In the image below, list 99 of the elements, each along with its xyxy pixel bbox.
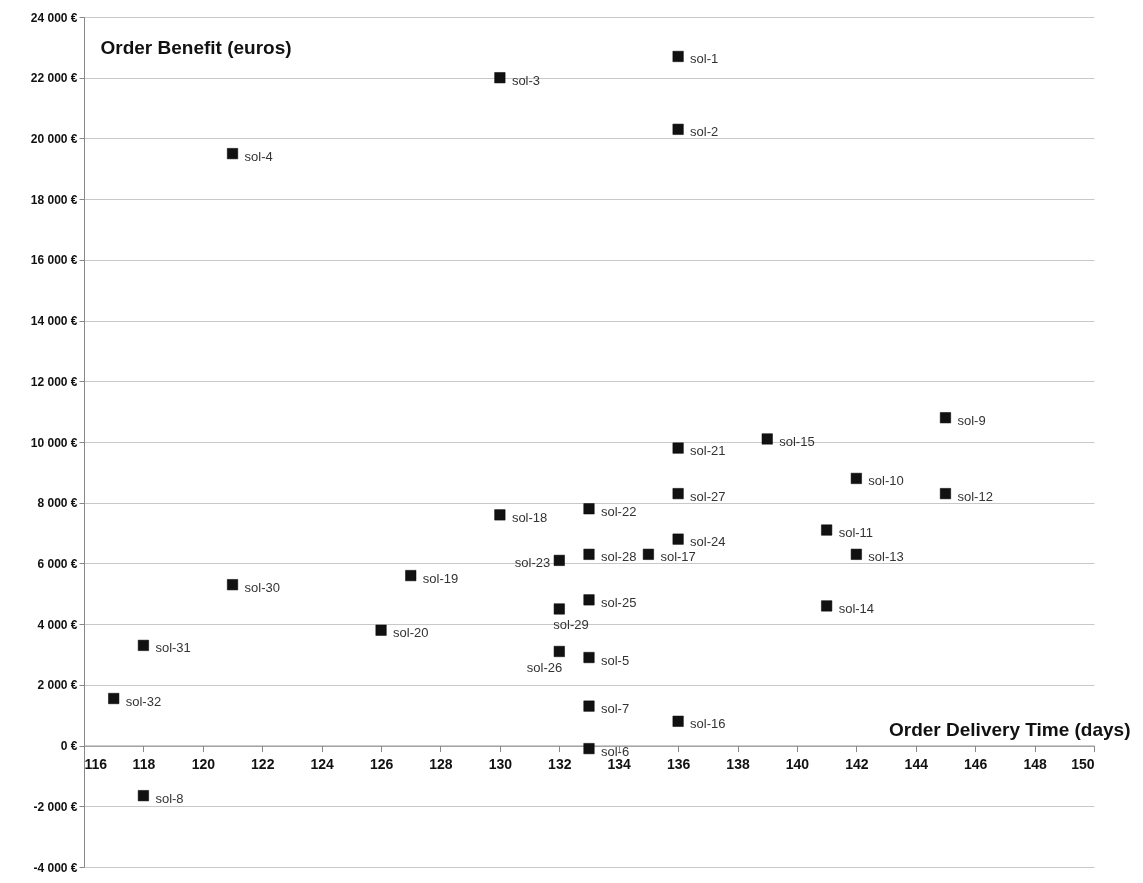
annotation: sol-27 xyxy=(690,488,726,504)
annotation: sol-12 xyxy=(957,488,993,504)
point xyxy=(672,715,684,727)
x-tick-label: 130 xyxy=(488,756,513,773)
x-tick-label: 134 xyxy=(607,756,632,773)
x-tick-label: 140 xyxy=(785,756,810,773)
annotation: sol-20 xyxy=(393,625,429,641)
annotation: sol-18 xyxy=(511,509,548,525)
annotation: sol-30 xyxy=(244,579,280,595)
y-tick-label: 16 000 € xyxy=(30,253,78,268)
annotation: sol-22 xyxy=(601,503,637,519)
x-tick-label: 136 xyxy=(666,756,691,773)
annotation: sol-23 xyxy=(514,555,551,571)
annotation: sol-29 xyxy=(553,616,589,632)
x-tick-label: 150 xyxy=(1071,756,1095,773)
annotation: sol-6 xyxy=(601,743,630,759)
x-tick-label: 124 xyxy=(310,756,335,773)
point xyxy=(672,488,684,500)
y-tick-label: 2 000 € xyxy=(37,678,78,693)
point xyxy=(553,645,565,657)
annotation: sol-26 xyxy=(526,660,563,676)
annotation: sol-28 xyxy=(601,549,637,565)
annotation: sol-25 xyxy=(601,594,637,610)
annotation: sol-24 xyxy=(690,534,726,550)
point xyxy=(642,548,654,560)
point xyxy=(137,790,149,802)
point xyxy=(583,594,595,606)
x-tick-label: 138 xyxy=(726,756,750,773)
annotation: sol-31 xyxy=(155,640,191,656)
x-tick-label: 148 xyxy=(1023,756,1047,773)
point xyxy=(108,693,120,705)
point xyxy=(672,442,684,454)
x-tick-label: 118 xyxy=(132,756,156,773)
annotation: sol-1 xyxy=(690,51,719,67)
annotation: sol-14 xyxy=(838,600,875,616)
point xyxy=(227,579,239,591)
point xyxy=(494,72,506,84)
point xyxy=(583,743,595,755)
point xyxy=(672,50,684,62)
y-tick-label: 18 000 € xyxy=(30,192,78,207)
x-tick-label: 142 xyxy=(845,756,869,773)
y-tick-label: 6 000 € xyxy=(37,556,78,571)
point xyxy=(494,509,506,521)
point xyxy=(583,503,595,515)
point xyxy=(761,433,773,445)
x-axis-title: Order Delivery Time (days) xyxy=(889,719,1131,741)
point xyxy=(850,548,862,560)
x-tick-label: 120 xyxy=(191,756,216,773)
annotation: sol-9 xyxy=(957,412,986,428)
y-tick-label: 12 000 € xyxy=(30,374,78,389)
point xyxy=(672,123,684,135)
x-tick-label: 146 xyxy=(964,756,988,773)
point xyxy=(137,639,149,651)
annotation: sol-32 xyxy=(125,693,162,709)
annotation: sol-4 xyxy=(244,148,273,164)
point xyxy=(821,600,833,612)
x-tick-label: 126 xyxy=(369,756,394,773)
annotation: sol-11 xyxy=(838,525,874,541)
annotation: sol-3 xyxy=(511,72,541,88)
point xyxy=(850,472,862,484)
point xyxy=(583,700,595,712)
annotation: sol-21 xyxy=(690,443,726,459)
point xyxy=(821,524,833,536)
annotation: sol-10 xyxy=(868,473,904,489)
annotation: sol-7 xyxy=(601,701,630,717)
annotation: sol-8 xyxy=(155,790,184,806)
point xyxy=(553,554,565,566)
annotation: sol-2 xyxy=(690,124,719,140)
annotation: sol-16 xyxy=(690,716,726,732)
annotation: sol-5 xyxy=(601,652,630,668)
y-tick-label: 22 000 € xyxy=(30,71,78,86)
y-tick-label: -4 000 € xyxy=(33,860,78,875)
y-axis-title: Order Benefit (euros) xyxy=(100,36,292,58)
annotation: sol-17 xyxy=(660,549,696,565)
x-tick-label: 128 xyxy=(429,756,453,773)
y-tick-label: 0 € xyxy=(60,739,78,754)
point xyxy=(672,533,684,545)
point xyxy=(939,488,951,500)
annotation: sol-15 xyxy=(779,433,815,449)
point xyxy=(375,624,387,636)
y-tick-label: 10 000 € xyxy=(30,435,78,450)
y-tick-label: 14 000 € xyxy=(30,314,78,329)
x-tick-label: 122 xyxy=(251,756,275,773)
point xyxy=(405,570,417,582)
point xyxy=(583,548,595,560)
y-tick-label: 20 000 € xyxy=(30,131,78,146)
point xyxy=(939,412,951,424)
x-tick-label: 144 xyxy=(904,756,929,773)
point xyxy=(583,652,595,664)
point xyxy=(553,603,565,615)
annotation: sol-13 xyxy=(868,549,904,565)
x-tick-label: 132 xyxy=(548,756,572,773)
y-tick-label: 24 000 € xyxy=(30,10,78,25)
y-tick-label: 4 000 € xyxy=(37,617,78,632)
y-tick-label: -2 000 € xyxy=(33,799,78,814)
y-tick-label: 8 000 € xyxy=(37,496,78,511)
x-tick-label: 116 xyxy=(84,756,108,773)
point xyxy=(227,148,239,160)
annotation: sol-19 xyxy=(422,570,459,586)
